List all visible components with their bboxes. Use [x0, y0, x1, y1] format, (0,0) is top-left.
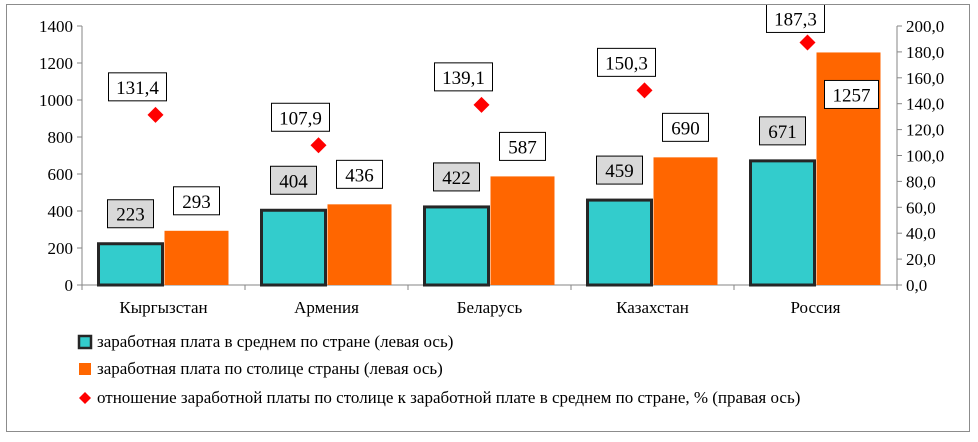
left-axis-tick-label: 800	[48, 128, 74, 147]
legend-label-ratio: отношение заработной платы по столице к …	[97, 388, 800, 407]
bar-average-salary	[586, 198, 653, 287]
right-axis-tick-label: 200,0	[906, 17, 944, 36]
right-axis-tick-label: 140,0	[906, 95, 944, 114]
left-axis-tick-label: 1400	[39, 17, 73, 36]
bar-capital-salary	[327, 204, 392, 285]
right-axis-tick-label: 20,0	[906, 250, 936, 269]
data-label-ratio-box	[271, 102, 330, 132]
bar-average-salary	[423, 205, 490, 287]
data-label-average: 671	[768, 122, 797, 143]
data-label-ratio-box	[766, 3, 825, 33]
left-axis-tick-label: 1000	[39, 91, 73, 110]
data-label-average-box	[107, 199, 154, 229]
x-axis-tick-label: Беларусь	[457, 298, 523, 317]
right-axis-tick-label: 40,0	[906, 224, 936, 243]
data-label-capital: 436	[345, 165, 374, 186]
bar-average-salary	[260, 208, 327, 287]
right-axis-tick-label: 60,0	[906, 198, 936, 217]
data-label-capital-box	[824, 79, 879, 109]
x-axis-tick-label: Россия	[791, 298, 841, 317]
bar-capital-salary	[490, 176, 555, 285]
legend-key-average	[77, 334, 93, 350]
data-label-capital: 587	[508, 137, 537, 158]
legend-key-capital	[79, 363, 91, 375]
left-axis-tick-label: 400	[48, 202, 74, 221]
right-axis-tick-label: 0,0	[906, 276, 927, 295]
x-axis-tick-label: Армения	[294, 298, 359, 317]
right-axis-tick-label: 160,0	[906, 69, 944, 88]
chart-frame: 0 200 400 600 800 1000 1200 1400 0,0 20,0 40,0 60,0…	[6, 3, 970, 432]
data-label-ratio-box	[597, 47, 656, 77]
data-label-ratio: 139,1	[442, 68, 485, 89]
bar-average-salary	[97, 242, 164, 287]
left-axis-tick-label: 600	[48, 165, 74, 184]
bar-capital-salary	[164, 230, 229, 285]
ratio-marker	[799, 34, 816, 51]
data-label-average-box	[433, 162, 480, 192]
chart: 0 200 400 600 800 1000 1200 1400 0,0 20,0 40,0 60,0…	[39, 3, 944, 407]
legend-key-ratio	[79, 392, 91, 404]
data-label-capital-box	[173, 186, 220, 216]
data-label-ratio: 150,3	[605, 53, 648, 74]
x-axis-tick-label: Кыргызстан	[119, 298, 207, 317]
ratio-marker	[147, 106, 164, 123]
data-label-average: 422	[442, 168, 471, 189]
ratio-marker	[473, 96, 490, 113]
legend-label-capital: заработная плата по столице страны (лева…	[97, 359, 443, 378]
legend-label-average: заработная плата в среднем по стране (ле…	[97, 332, 453, 351]
right-axis-tick-label: 180,0	[906, 43, 944, 62]
data-label-average-box	[596, 155, 643, 185]
data-label-average: 404	[279, 171, 308, 192]
right-axis-tick-label: 120,0	[906, 121, 944, 140]
data-label-ratio-box	[434, 62, 493, 92]
data-label-average: 459	[605, 161, 634, 182]
ratio-marker	[636, 82, 653, 99]
right-axis-tick-label: 100,0	[906, 147, 944, 166]
ratio-marker	[310, 137, 327, 154]
bar-capital-salary	[653, 157, 718, 285]
data-label-ratio: 107,9	[279, 108, 322, 129]
data-label-average-box	[759, 116, 806, 146]
data-label-ratio: 131,4	[116, 78, 159, 99]
x-axis-tick-label: Казахстан	[616, 298, 689, 317]
left-axis-tick-label: 200	[48, 239, 74, 258]
data-label-capital: 293	[182, 192, 211, 213]
data-label-average: 223	[116, 205, 145, 226]
data-label-ratio-box	[108, 72, 167, 102]
data-label-average-box	[270, 165, 317, 195]
data-label-ratio: 187,3	[774, 9, 817, 30]
left-axis-tick-label: 1200	[39, 54, 73, 73]
right-axis-tick-label: 80,0	[906, 172, 936, 191]
data-label-capital: 1257	[833, 85, 871, 106]
data-label-capital: 690	[671, 118, 700, 139]
left-axis-tick-label: 0	[65, 276, 74, 295]
data-label-capital-box	[662, 112, 709, 142]
bar-average-salary	[749, 159, 816, 287]
data-label-capital-box	[336, 159, 383, 189]
data-label-capital-box	[499, 131, 546, 161]
